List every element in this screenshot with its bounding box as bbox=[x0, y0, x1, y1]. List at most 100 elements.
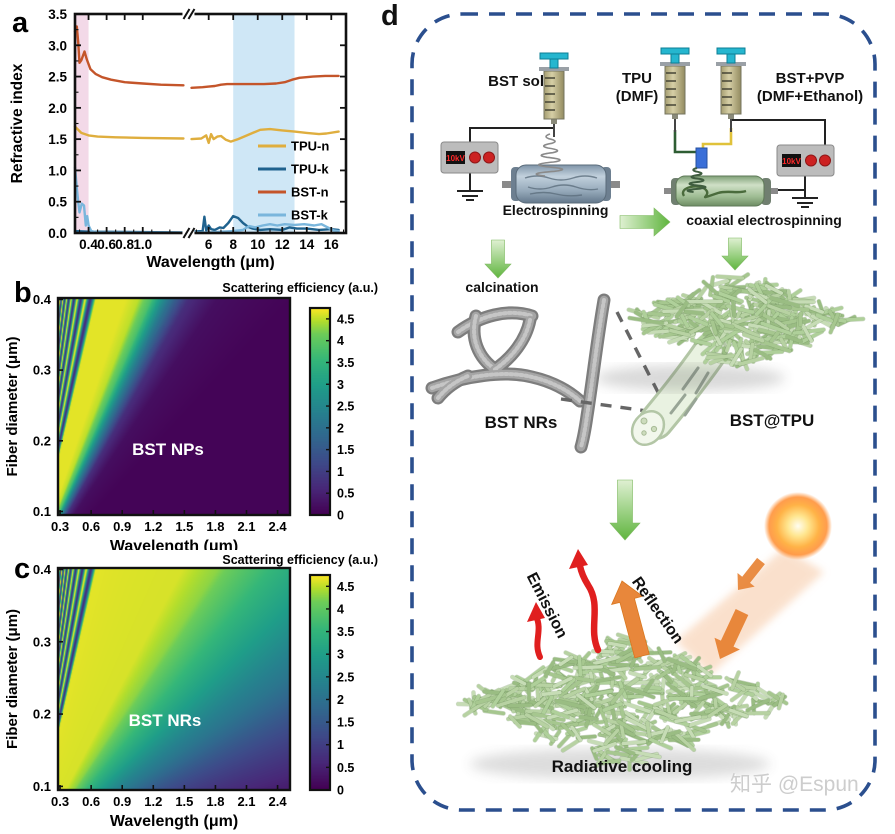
svg-text:0.5: 0.5 bbox=[337, 487, 354, 501]
svg-text:Scattering efficiency (a.u.): Scattering efficiency (a.u.) bbox=[222, 281, 378, 295]
schematic-drawing: 10kV 10kV bbox=[410, 12, 877, 812]
svg-text:2.1: 2.1 bbox=[237, 794, 255, 809]
colorbar-bst-nps bbox=[310, 308, 330, 515]
heatmap-bst-nrs bbox=[58, 568, 290, 790]
electrospinning-label: Electrospinning bbox=[502, 202, 609, 218]
svg-text:14: 14 bbox=[299, 237, 315, 252]
heatmap-bst-nps bbox=[58, 298, 290, 515]
tpu-dmf-label: TPU (DMF) bbox=[604, 70, 670, 105]
svg-text:0.6: 0.6 bbox=[82, 519, 100, 534]
svg-text:1: 1 bbox=[337, 465, 344, 479]
bst-pvp-label-line2: (DMF+Ethanol) bbox=[756, 87, 864, 105]
svg-text:10kV: 10kV bbox=[446, 154, 465, 163]
svg-text:2.5: 2.5 bbox=[337, 670, 354, 684]
panel-d-letter: d bbox=[381, 0, 399, 32]
svg-text:1.5: 1.5 bbox=[175, 794, 193, 809]
bst-nanorods-image bbox=[425, 293, 611, 454]
svg-text:0.9: 0.9 bbox=[113, 794, 131, 809]
ground-symbol-left bbox=[457, 190, 483, 201]
svg-text:BST-k: BST-k bbox=[291, 208, 329, 223]
svg-text:Wavelength (μm): Wavelength (μm) bbox=[110, 538, 238, 550]
spinning-jet-right bbox=[686, 167, 707, 193]
svg-text:2.4: 2.4 bbox=[269, 794, 288, 809]
tpu-label-line1: TPU bbox=[622, 70, 652, 87]
svg-text:BST-n: BST-n bbox=[291, 185, 329, 200]
mat1-shadow bbox=[595, 365, 785, 391]
svg-text:2.5: 2.5 bbox=[337, 400, 354, 414]
heatmap-axes-nps: 0.3 0.6 0.9 1.2 1.5 1.8 2.1 2.4 0.1 0.2 0.3 0.4 0 0.5… bbox=[4, 277, 378, 550]
svg-text:Fiber diameter (μm): Fiber diameter (μm) bbox=[4, 336, 21, 476]
svg-text:0.5: 0.5 bbox=[337, 761, 354, 775]
svg-text:2.1: 2.1 bbox=[237, 519, 255, 534]
collector-drum-right bbox=[664, 175, 778, 207]
svg-text:1.5: 1.5 bbox=[337, 716, 354, 730]
svg-text:16: 16 bbox=[324, 237, 340, 252]
dashed-border bbox=[410, 12, 877, 812]
svg-text:3.5: 3.5 bbox=[337, 356, 354, 370]
wire-bst-yellow bbox=[701, 128, 733, 150]
svg-text:6: 6 bbox=[205, 237, 213, 252]
heatmap-axes-nrs: 0.3 0.6 0.9 1.2 1.5 1.8 2.1 2.4 0.1 0.2 0.3 0.4 0 0.5… bbox=[4, 553, 378, 830]
svg-text:0.3: 0.3 bbox=[33, 634, 51, 649]
svg-text:Scattering efficiency (a.u.): Scattering efficiency (a.u.) bbox=[222, 553, 378, 567]
svg-text:1.2: 1.2 bbox=[144, 519, 162, 534]
svg-text:1.8: 1.8 bbox=[206, 794, 224, 809]
svg-text:10kV: 10kV bbox=[782, 157, 801, 166]
svg-text:4.5: 4.5 bbox=[337, 580, 354, 594]
reflection-arrows bbox=[611, 557, 765, 659]
svg-text:3.5: 3.5 bbox=[337, 625, 354, 639]
svg-text:1.5: 1.5 bbox=[48, 132, 67, 147]
bst-tpu-label: BST@TPU bbox=[729, 411, 815, 430]
panel-b-scattering-heatmap-nps: 0.3 0.6 0.9 1.2 1.5 1.8 2.1 2.4 0.1 0.2 0.3 0.4 0 0.5… bbox=[0, 270, 380, 550]
radiative-cooling-label: Radiative cooling bbox=[551, 757, 693, 776]
svg-text:0.0: 0.0 bbox=[48, 226, 67, 241]
ground-symbol-right bbox=[792, 197, 818, 208]
panel-c-scattering-heatmap-nrs: 0.3 0.6 0.9 1.2 1.5 1.8 2.1 2.4 0.1 0.2 0.3 0.4 0 0.5… bbox=[0, 550, 380, 834]
svg-text:TPU-k: TPU-k bbox=[291, 162, 329, 177]
svg-text:12: 12 bbox=[275, 237, 290, 252]
svg-text:0: 0 bbox=[337, 509, 344, 523]
svg-text:Wavelength (μm): Wavelength (μm) bbox=[110, 813, 238, 830]
syringes bbox=[539, 47, 746, 137]
colorbar-bst-nrs bbox=[310, 575, 330, 790]
svg-text:0.3: 0.3 bbox=[51, 794, 69, 809]
bst-pvp-label: BST+PVP (DMF+Ethanol) bbox=[744, 70, 876, 105]
svg-text:0.1: 0.1 bbox=[33, 504, 51, 519]
electrical-wires bbox=[469, 119, 826, 198]
svg-text:Refractive index: Refractive index bbox=[9, 63, 26, 183]
svg-text:4: 4 bbox=[337, 334, 344, 348]
svg-text:1.2: 1.2 bbox=[144, 794, 162, 809]
svg-text:3: 3 bbox=[337, 648, 344, 662]
radiative-cooling-fiber-mat bbox=[455, 632, 789, 773]
svg-text:0.8: 0.8 bbox=[115, 237, 134, 252]
svg-text:2.5: 2.5 bbox=[48, 70, 67, 85]
svg-text:10: 10 bbox=[250, 237, 265, 252]
svg-text:4: 4 bbox=[337, 602, 344, 616]
process-arrows bbox=[484, 207, 749, 541]
wire-tpu-green bbox=[673, 130, 696, 154]
sun-icon bbox=[764, 492, 832, 560]
svg-text:1.5: 1.5 bbox=[337, 443, 354, 457]
panel-d-process-schematic: 10kV 10kV bbox=[380, 0, 895, 834]
svg-text:3.0: 3.0 bbox=[48, 38, 67, 53]
svg-text:0.2: 0.2 bbox=[33, 707, 51, 722]
svg-text:2.4: 2.4 bbox=[269, 519, 288, 534]
sunlight-beam bbox=[676, 548, 824, 675]
svg-text:1.8: 1.8 bbox=[206, 519, 224, 534]
svg-text:BST NRs: BST NRs bbox=[129, 711, 202, 730]
svg-text:BST NPs: BST NPs bbox=[132, 440, 204, 459]
svg-text:0.4: 0.4 bbox=[79, 237, 98, 252]
emission-arrows bbox=[527, 549, 602, 660]
calcination-label: calcination bbox=[465, 279, 539, 295]
svg-text:4.5: 4.5 bbox=[337, 312, 354, 326]
svg-text:0.3: 0.3 bbox=[51, 519, 69, 534]
bst-sol-label: BST sol bbox=[488, 73, 544, 90]
svg-text:3.5: 3.5 bbox=[48, 7, 67, 22]
panel-a-refractive-index-chart: 0.4 0.6 0.8 1.0 6 8 10 12 14 16 0.0 0.5 1.0 1.5 2.0 2.5… bbox=[0, 0, 380, 270]
svg-text:2.0: 2.0 bbox=[48, 101, 67, 116]
svg-text:0.1: 0.1 bbox=[33, 779, 51, 794]
svg-text:TPU-n: TPU-n bbox=[291, 139, 329, 154]
svg-text:1.5: 1.5 bbox=[175, 519, 193, 534]
svg-text:0.5: 0.5 bbox=[48, 195, 67, 210]
watermark: 知乎 @Espun bbox=[730, 773, 859, 796]
